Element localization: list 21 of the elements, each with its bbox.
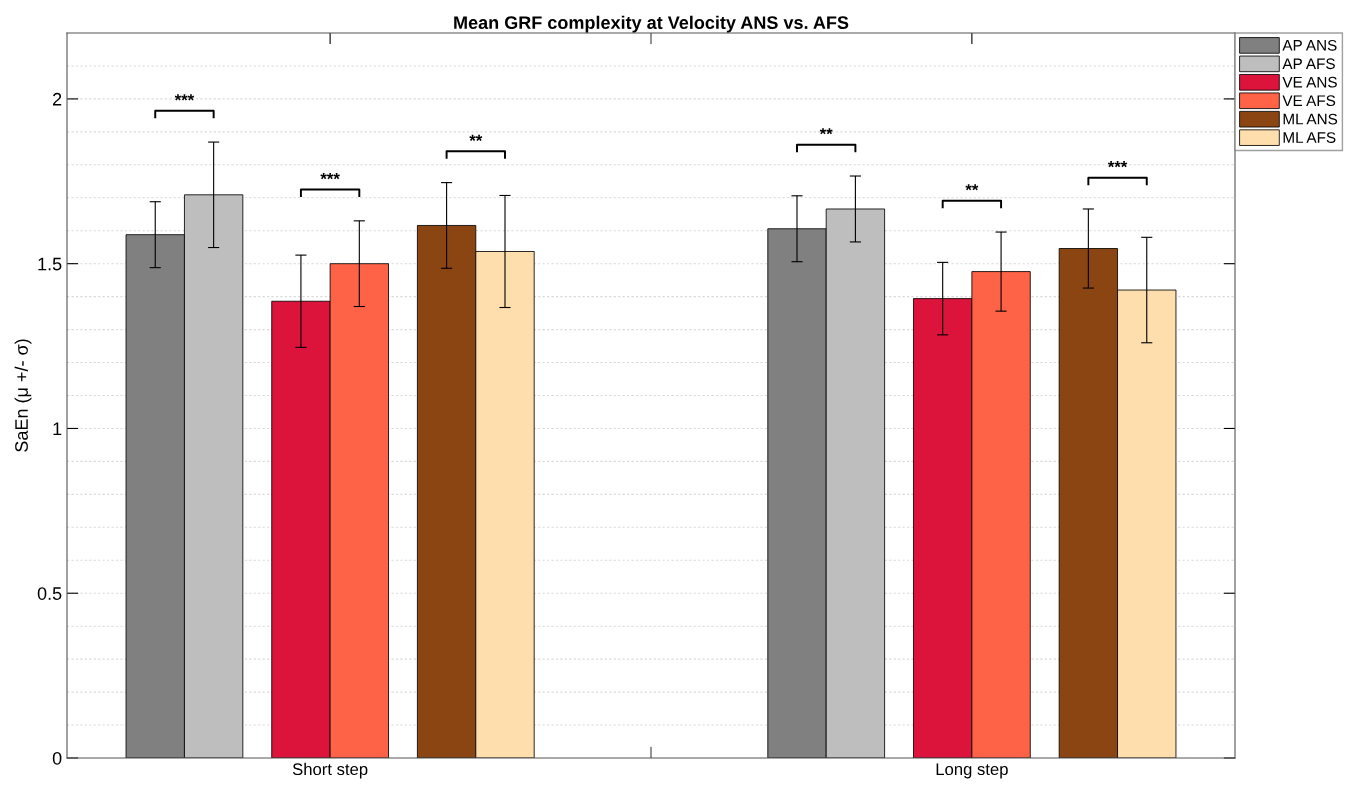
y-tick-label: 2 <box>53 92 62 106</box>
x-tick-label: Long step <box>936 763 1008 779</box>
annotation: *** <box>1107 161 1128 168</box>
y-tick-label: 1.5 <box>38 257 62 271</box>
legend-label: ML ANS <box>1283 113 1338 125</box>
legend-label: ML AFS <box>1283 132 1336 143</box>
x-tick-label: Short step <box>292 762 368 779</box>
chart-title: Mean GRF complexity at Velocity ANS vs. AFS <box>454 15 849 33</box>
y-tick-label: 1 <box>53 422 62 435</box>
legend-label: AP AFS <box>1282 58 1335 70</box>
legend-label: AP ANS <box>1282 39 1337 51</box>
annotation: *** <box>320 172 340 180</box>
annotation: ** <box>819 128 833 135</box>
annotation: ** <box>469 134 483 141</box>
legend-label: VE AFS <box>1282 95 1336 107</box>
y-tick-label: 0.5 <box>37 587 62 600</box>
annotation: *** <box>174 94 195 101</box>
legend-label: VE ANS <box>1282 76 1337 88</box>
y-axis-title: SaEn (μ +/- σ) <box>14 339 32 452</box>
annotation: ** <box>965 184 979 191</box>
y-tick-label: 0 <box>52 751 62 765</box>
